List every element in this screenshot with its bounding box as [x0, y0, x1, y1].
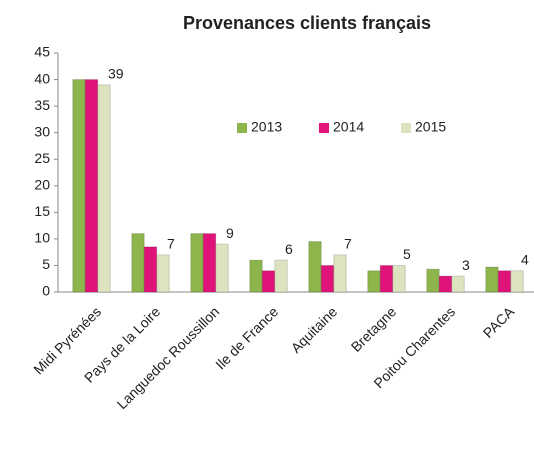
- bar: [202, 233, 217, 293]
- data-label: 5: [403, 246, 411, 262]
- bar: [333, 254, 347, 293]
- bar: [84, 79, 99, 293]
- y-tick-label: 5: [42, 256, 50, 272]
- bar: [379, 264, 394, 293]
- legend-label: 2015: [415, 119, 446, 135]
- bar: [426, 268, 440, 293]
- chart-title: Provenances clients français: [183, 13, 431, 33]
- bar: [261, 270, 276, 293]
- bar: [485, 266, 499, 293]
- bar: [497, 270, 512, 293]
- x-tick-label: Ile de France: [212, 303, 281, 372]
- data-label: 6: [285, 241, 293, 257]
- legend-swatch: [237, 123, 247, 133]
- bar: [320, 264, 335, 293]
- legend-label: 2013: [251, 119, 282, 135]
- legend-label: 2014: [333, 119, 364, 135]
- y-tick-label: 20: [34, 176, 50, 192]
- legend-swatch: [319, 123, 329, 133]
- bar: [438, 275, 453, 293]
- data-label: 9: [226, 225, 234, 241]
- y-tick-label: 45: [34, 44, 50, 60]
- bar: [367, 270, 381, 293]
- data-label: 39: [108, 66, 124, 82]
- bar: [97, 84, 111, 293]
- x-tick-label: PACA: [480, 303, 518, 341]
- bar: [72, 79, 86, 293]
- legend-swatch: [401, 123, 411, 133]
- data-label: 7: [167, 236, 175, 252]
- x-tick-label: Aquitaine: [288, 303, 341, 356]
- bar: [143, 246, 158, 293]
- data-label: 4: [521, 251, 529, 267]
- bar: [392, 264, 406, 293]
- bar: [156, 254, 170, 293]
- data-label: 3: [462, 257, 470, 273]
- y-tick-label: 40: [34, 70, 50, 86]
- data-label: 7: [344, 236, 352, 252]
- x-tick-label: Bretagne: [348, 303, 400, 355]
- bar: [274, 259, 288, 293]
- y-tick-label: 30: [34, 123, 50, 139]
- bar: [131, 233, 145, 293]
- bar: [510, 270, 524, 293]
- bar: [215, 243, 229, 293]
- bar: [308, 241, 322, 293]
- y-tick-label: 10: [34, 230, 50, 246]
- y-tick-label: 35: [34, 97, 50, 113]
- x-tick-label: Languedoc Roussillon: [114, 303, 223, 412]
- y-tick-label: 0: [42, 283, 50, 299]
- bar: [451, 275, 465, 293]
- bar: [249, 259, 263, 293]
- bar: [190, 233, 204, 293]
- y-tick-label: 25: [34, 150, 50, 166]
- y-tick-label: 15: [34, 203, 50, 219]
